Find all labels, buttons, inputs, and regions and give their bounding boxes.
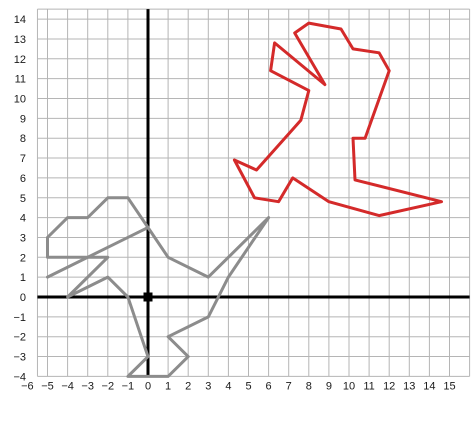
x-tick-label: 12 <box>383 380 395 392</box>
y-tick-label: 12 <box>14 54 26 66</box>
y-tick-label: 14 <box>14 14 26 26</box>
tick-labels: −6 −5 −4 −3 −2 −1 0 1 2 3 4 5 6 7 8 9 10 11 12 13 14 15−4−3−2… <box>13 14 455 392</box>
y-tick-label: 2 <box>20 252 26 264</box>
y-tick-label: 9 <box>20 113 26 125</box>
x-tick-label: 1 <box>165 380 171 392</box>
y-tick-label: 6 <box>20 173 26 185</box>
x-tick-label: −4 <box>61 380 74 392</box>
x-tick-label: 14 <box>423 380 435 392</box>
x-tick-label: −6 <box>21 380 34 392</box>
x-tick-label: 7 <box>286 380 292 392</box>
x-tick-label: 0 <box>145 380 151 392</box>
polygons <box>46 21 443 378</box>
y-tick-label: 5 <box>20 193 26 205</box>
x-tick-label: −2 <box>102 380 115 392</box>
axes <box>37 9 470 377</box>
origin-marker <box>143 292 153 302</box>
y-tick-label: 1 <box>20 272 26 284</box>
shape-0 <box>46 196 271 378</box>
y-tick-label: −3 <box>13 352 26 364</box>
x-tick-label: 13 <box>403 380 415 392</box>
y-tick-label: −1 <box>13 312 26 324</box>
y-tick-label: 3 <box>20 232 26 244</box>
y-tick-label: −4 <box>13 371 26 383</box>
shape-1 <box>46 226 150 279</box>
y-tick-label: 11 <box>15 74 26 86</box>
x-tick-label: −3 <box>81 380 94 392</box>
x-tick-label: 10 <box>343 380 355 392</box>
shape-2 <box>232 21 443 218</box>
x-tick-label: −5 <box>41 380 54 392</box>
x-tick-label: 4 <box>225 380 231 392</box>
x-tick-label: 15 <box>443 380 455 392</box>
x-tick-label: 9 <box>326 380 332 392</box>
y-tick-label: 4 <box>20 213 26 225</box>
x-tick-label: 2 <box>185 380 191 392</box>
y-tick-label: 7 <box>20 153 26 165</box>
x-tick-label: 8 <box>306 380 312 392</box>
x-tick-label: 6 <box>266 380 272 392</box>
x-tick-label: −1 <box>122 380 135 392</box>
y-tick-label: 10 <box>14 94 26 106</box>
x-tick-label: 11 <box>363 380 374 392</box>
x-tick-label: 5 <box>245 380 251 392</box>
y-tick-label: −2 <box>13 332 26 344</box>
y-tick-label: 13 <box>14 34 26 46</box>
x-tick-label: 3 <box>205 380 211 392</box>
y-tick-label: 0 <box>20 292 26 304</box>
y-tick-label: 8 <box>20 133 26 145</box>
